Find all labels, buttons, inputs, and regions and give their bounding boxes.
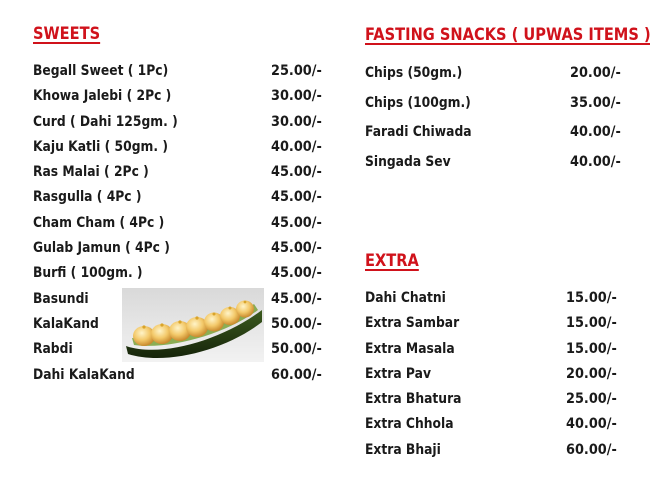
sweets-item: Burfi ( 100gm. ) 45.00/-	[33, 264, 333, 289]
extra-item-price: 40.00/-	[566, 416, 617, 433]
sweets-item-name: Basundi	[33, 290, 89, 307]
sweets-item-name: Gulab Jamun ( 4Pc )	[33, 240, 170, 257]
sweets-item-price: 25.00/-	[271, 63, 322, 79]
extra-item: Extra Sambar 15.00/-	[365, 314, 635, 339]
extra-item-name: Dahi Chatni	[365, 290, 446, 306]
sweets-item-name: Cham Cham ( 4Pc )	[33, 214, 165, 231]
sweets-item: Cham Cham ( 4Pc ) 45.00/-	[33, 214, 333, 239]
extra-item-price: 15.00/-	[566, 340, 617, 357]
sweets-plate-image	[122, 288, 264, 362]
extra-item: Extra Masala 15.00/-	[365, 340, 635, 365]
sweets-item-price: 60.00/-	[271, 366, 322, 383]
extra-item-name: Extra Pav	[365, 365, 431, 382]
extra-item-price: 60.00/-	[566, 441, 617, 458]
fasting-snacks-item-name: Singada Sev	[365, 154, 451, 171]
fasting-snacks-item-name: Chips (50gm.)	[365, 65, 463, 81]
fasting-snacks-list: Chips (50gm.) 20.00/- Chips (100gm.) 35.00/…	[365, 64, 635, 183]
sweets-item-price: 30.00/-	[271, 113, 322, 130]
sweets-item: Curd ( Dahi 125gm. ) 30.00/-	[33, 113, 333, 138]
fasting-snacks-item-name: Faradi Chiwada	[365, 124, 472, 141]
sweets-item: KalaKand 50.00/-	[33, 315, 333, 340]
extra-item: Extra Bhatura 25.00/-	[365, 390, 635, 415]
sweets-item: Rabdi 50.00/-	[33, 340, 333, 365]
sweets-item-name: Rasgulla ( 4Pc )	[33, 189, 142, 206]
sweets-item-price: 50.00/-	[271, 315, 322, 332]
sweets-item-name: Burfi ( 100gm. )	[33, 265, 143, 282]
sweets-item-price: 40.00/-	[271, 138, 322, 155]
sweets-list: Begall Sweet ( 1Pc) 25.00/- Khowa Jalebi (…	[33, 62, 333, 391]
sweets-item-price: 45.00/-	[271, 164, 322, 181]
sweets-item-name: KalaKand	[33, 315, 99, 332]
sweets-item-name: Khowa Jalebi ( 2Pc )	[33, 88, 172, 105]
sweets-item-price: 45.00/-	[271, 240, 322, 257]
fasting-snacks-item-price: 40.00/-	[570, 154, 621, 171]
sweets-item-name: Begall Sweet ( 1Pc)	[33, 63, 169, 79]
sweets-item-price: 50.00/-	[271, 341, 322, 358]
sweets-item: Begall Sweet ( 1Pc) 25.00/-	[33, 62, 333, 87]
sweets-item: Basundi 45.00/-	[33, 290, 333, 315]
fasting-snacks-item: Faradi Chiwada 40.00/-	[365, 123, 635, 153]
extra-item-name: Extra Bhaji	[365, 441, 441, 458]
fasting-snacks-item: Chips (50gm.) 20.00/-	[365, 64, 635, 94]
sweets-heading: SWEETS	[33, 24, 101, 44]
sweets-item: Ras Malai ( 2Pc ) 45.00/-	[33, 163, 333, 188]
extra-item: Extra Pav 20.00/-	[365, 365, 635, 390]
sweets-item-price: 45.00/-	[271, 290, 322, 307]
extra-heading: EXTRA	[365, 251, 419, 271]
extra-item: Extra Bhaji 60.00/-	[365, 441, 635, 466]
extra-item-price: 15.00/-	[566, 290, 617, 306]
fasting-snacks-heading: FASTING SNACKS ( UPWAS ITEMS )	[365, 25, 650, 45]
fasting-snacks-item-name: Chips (100gm.)	[365, 94, 471, 111]
sweets-item-price: 30.00/-	[271, 88, 322, 105]
extra-item-name: Extra Masala	[365, 340, 455, 357]
sweets-item-price: 45.00/-	[271, 214, 322, 231]
extra-item-name: Extra Chhola	[365, 416, 454, 433]
sweets-item-name: Ras Malai ( 2Pc )	[33, 164, 149, 181]
sweets-item: Kaju Katli ( 50gm. ) 40.00/-	[33, 138, 333, 163]
fasting-snacks-item-price: 20.00/-	[570, 65, 621, 81]
extra-item: Extra Chhola 40.00/-	[365, 415, 635, 440]
sweets-item-name: Kaju Katli ( 50gm. )	[33, 138, 168, 155]
fasting-snacks-item-price: 35.00/-	[570, 94, 621, 111]
fasting-snacks-item-price: 40.00/-	[570, 124, 621, 141]
extra-item-name: Extra Bhatura	[365, 391, 462, 408]
sweets-item: Dahi KalaKand 60.00/-	[33, 366, 333, 391]
sweets-item: Khowa Jalebi ( 2Pc ) 30.00/-	[33, 87, 333, 112]
extra-item-price: 15.00/-	[566, 315, 617, 332]
sweets-item-name: Curd ( Dahi 125gm. )	[33, 113, 178, 130]
sweets-item-name: Dahi KalaKand	[33, 366, 135, 383]
extra-list: Dahi Chatni 15.00/- Extra Sambar 15.00/- Ext…	[365, 289, 635, 466]
sweets-item: Rasgulla ( 4Pc ) 45.00/-	[33, 188, 333, 213]
extra-item-price: 20.00/-	[566, 365, 617, 382]
sweets-item-name: Rabdi	[33, 341, 73, 358]
fasting-snacks-item: Chips (100gm.) 35.00/-	[365, 94, 635, 124]
extra-item-price: 25.00/-	[566, 391, 617, 408]
extra-item-name: Extra Sambar	[365, 315, 460, 332]
fasting-snacks-item: Singada Sev 40.00/-	[365, 153, 635, 183]
extra-item: Dahi Chatni 15.00/-	[365, 289, 635, 314]
sweets-item: Gulab Jamun ( 4Pc ) 45.00/-	[33, 239, 333, 264]
sweets-item-price: 45.00/-	[271, 189, 322, 206]
sweets-item-price: 45.00/-	[271, 265, 322, 282]
